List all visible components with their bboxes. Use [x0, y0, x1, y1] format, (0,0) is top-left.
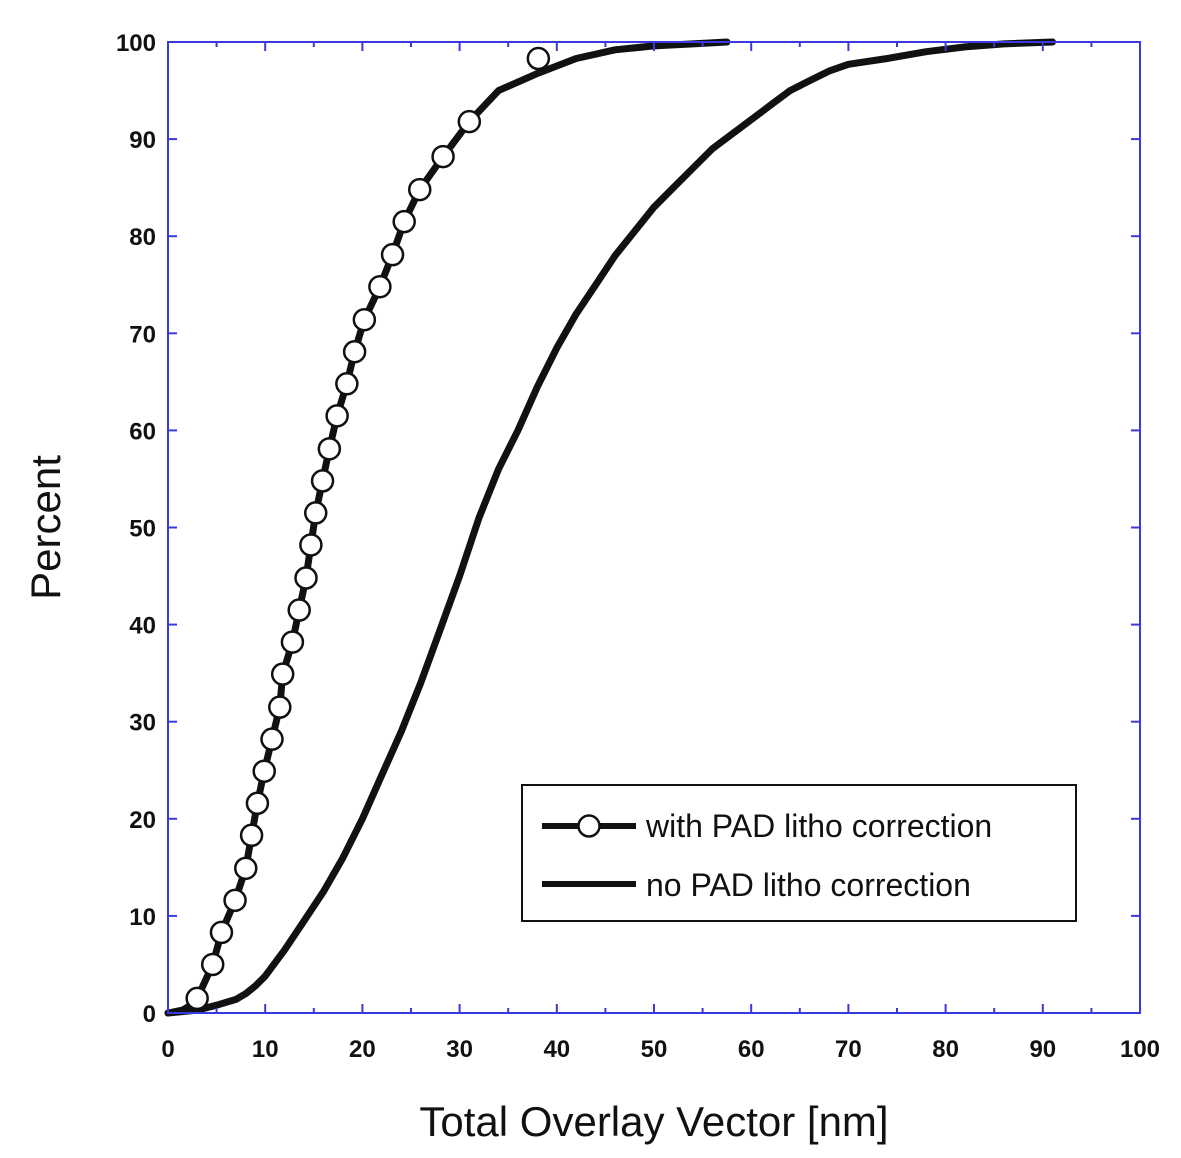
data-point-with-correction: [317, 437, 342, 461]
data-point-with-correction: [431, 144, 455, 169]
data-point-with-correction: [325, 404, 349, 428]
x-tick-label: 40: [543, 1036, 570, 1063]
data-point-with-correction: [368, 274, 392, 299]
data-point-with-correction: [270, 662, 295, 686]
x-tick-label: 70: [835, 1036, 862, 1063]
x-tick-label: 90: [1029, 1036, 1056, 1063]
legend-label-no-correction: no PAD litho correction: [646, 867, 971, 903]
y-tick-label: 100: [116, 30, 156, 57]
x-tick-label: 50: [641, 1036, 668, 1063]
data-point-with-correction: [457, 109, 482, 134]
x-tick-label: 10: [252, 1036, 279, 1063]
y-tick-label: 50: [129, 516, 156, 543]
y-tick-label: 70: [129, 321, 156, 348]
data-point-with-correction: [234, 856, 258, 881]
x-tick-label: 20: [349, 1036, 376, 1063]
data-point-with-correction: [342, 339, 367, 364]
y-tick-label: 0: [143, 1001, 156, 1028]
data-point-with-correction: [245, 791, 270, 816]
y-tick-label: 80: [129, 224, 156, 251]
y-axis-title: Percent: [22, 455, 69, 600]
data-point-with-correction: [287, 598, 311, 622]
data-point-with-correction: [252, 759, 276, 783]
data-point-with-correction: [310, 469, 335, 493]
data-point-with-correction: [200, 952, 225, 977]
x-tick-label: 100: [1120, 1036, 1160, 1063]
legend-marker-with-correction: [577, 814, 601, 838]
y-tick-label: 60: [129, 418, 156, 445]
plot-layer: [164, 38, 1056, 1017]
data-point-with-correction: [185, 986, 209, 1011]
legend-box: [521, 784, 1077, 922]
y-tick-label: 20: [129, 807, 156, 834]
data-point-with-correction: [526, 46, 551, 71]
data-point-with-correction: [392, 209, 416, 234]
legend-label-with-correction: with PAD litho correction: [645, 808, 992, 844]
x-tick-label: 30: [446, 1036, 473, 1063]
data-point-with-correction: [407, 177, 432, 202]
data-point-with-correction: [335, 372, 359, 396]
data-point-with-correction: [280, 630, 305, 654]
y-tick-label: 10: [129, 904, 156, 931]
data-point-with-correction: [352, 307, 377, 332]
data-point-with-correction: [209, 920, 234, 945]
data-point-with-correction: [380, 242, 405, 267]
data-point-with-correction: [239, 823, 264, 848]
y-tick-label: 40: [129, 613, 156, 640]
data-point-with-correction: [260, 727, 284, 751]
y-tick-label: 30: [129, 710, 156, 737]
x-tick-label: 60: [738, 1036, 765, 1063]
data-point-with-correction: [294, 566, 318, 590]
x-axis-title: Total Overlay Vector [nm]: [419, 1098, 888, 1145]
x-tick-label: 80: [932, 1036, 959, 1063]
data-point-with-correction: [223, 888, 247, 913]
ticks-layer: [167, 41, 1141, 1014]
data-point-with-correction: [268, 695, 292, 719]
data-point-with-correction: [303, 501, 328, 525]
data-point-with-correction: [299, 533, 323, 557]
x-tick-label: 0: [161, 1036, 174, 1063]
series-line-no-correction: [164, 38, 1056, 1017]
labels-layer: 0 10 20 30 40 50 60 70 80 90 100 0 10 20 30 40 50 60 70 80 9…: [116, 30, 1160, 1063]
y-tick-label: 90: [129, 127, 156, 154]
legend: with PAD litho correction no PAD litho c…: [521, 784, 1077, 922]
